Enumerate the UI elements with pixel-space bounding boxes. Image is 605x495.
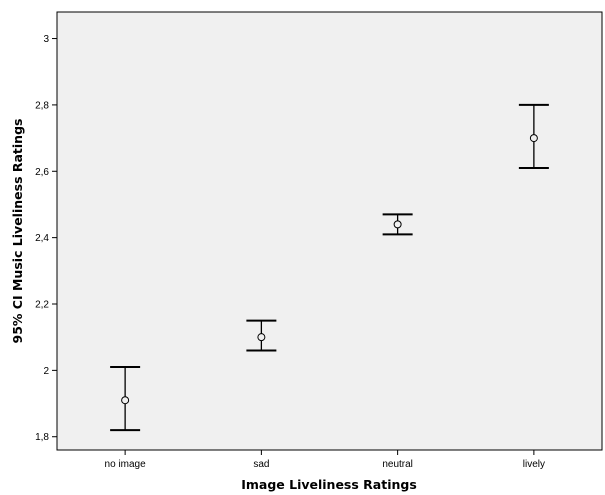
error-bars [110,103,549,432]
mean-marker [529,134,538,143]
y-tick-label: 3 [43,34,49,45]
x-tick-label: no image [105,459,147,470]
error-bar-lively [518,103,549,169]
x-axis-ticks: no image sad neutral lively [105,450,545,470]
y-tick-label: 1,8 [35,432,49,443]
error-bar-no-image [110,366,141,432]
y-axis-title: 95% CI Music Liveliness Ratings [10,119,25,344]
x-axis-title: Image Liveliness Ratings [241,477,417,492]
plot-area [56,11,603,451]
y-axis-ticks: 1,8 2 2,2 2,4 2,6 2,8 3 [35,34,57,443]
error-bar-neutral [382,213,413,236]
mean-marker [121,396,130,405]
x-tick-label: sad [253,459,269,470]
y-tick-label: 2,2 [35,300,49,311]
error-bar-sad [246,319,277,352]
y-tick-label: 2,4 [35,233,49,244]
y-tick-label: 2,6 [35,167,49,178]
y-tick-label: 2,8 [35,100,49,111]
x-tick-label: neutral [382,459,413,470]
mean-marker [393,220,402,229]
x-tick-label: lively [523,459,545,470]
y-tick-label: 2 [43,366,49,377]
mean-marker [257,333,266,342]
